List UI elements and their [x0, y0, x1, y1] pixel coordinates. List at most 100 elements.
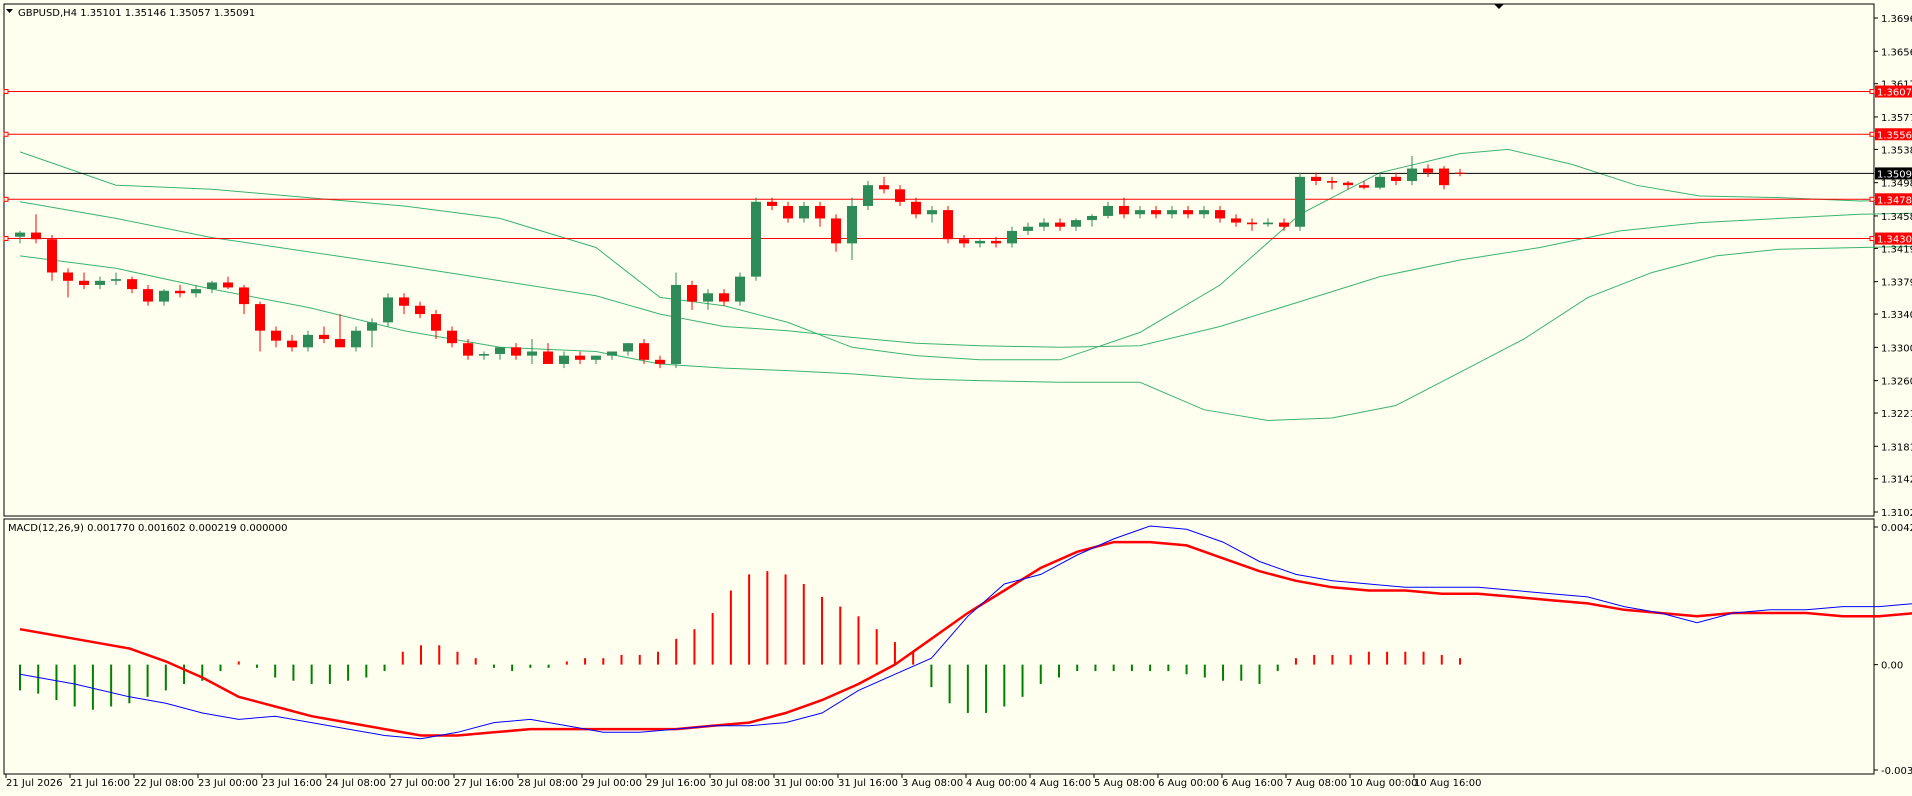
candle[interactable] [1327, 176, 1337, 190]
candle[interactable] [671, 272, 681, 369]
candle[interactable] [607, 351, 617, 360]
candle[interactable] [431, 309, 441, 340]
candle[interactable] [1439, 166, 1449, 190]
candle[interactable] [911, 197, 921, 219]
candle[interactable] [591, 355, 601, 364]
candle[interactable] [1071, 218, 1081, 231]
candle[interactable] [415, 301, 425, 319]
chart-shift-marker-icon[interactable] [1494, 4, 1504, 9]
candle[interactable] [1295, 172, 1305, 231]
candle[interactable] [1231, 214, 1241, 227]
candle[interactable] [223, 276, 233, 290]
level-anchor-marker[interactable] [1869, 236, 1875, 242]
candle[interactable] [799, 201, 809, 223]
candle[interactable] [1375, 172, 1385, 190]
candle[interactable] [991, 236, 1001, 248]
candle[interactable] [783, 201, 793, 223]
candle[interactable] [1103, 201, 1113, 219]
candle[interactable] [1359, 181, 1369, 190]
candle[interactable] [207, 280, 217, 294]
candle[interactable] [479, 351, 489, 360]
candle[interactable] [143, 284, 153, 306]
candle[interactable] [15, 230, 25, 244]
candle[interactable] [927, 205, 937, 223]
level-anchor-marker[interactable] [3, 131, 9, 137]
candle[interactable] [1311, 172, 1321, 186]
level-anchor-marker[interactable] [1869, 131, 1875, 137]
candle[interactable] [863, 181, 873, 211]
candle[interactable] [895, 185, 905, 206]
candle[interactable] [1119, 197, 1129, 219]
candle[interactable] [1343, 181, 1353, 190]
candle[interactable] [543, 343, 553, 364]
candle[interactable] [1055, 218, 1065, 231]
candle[interactable] [623, 343, 633, 356]
candle[interactable] [1199, 205, 1209, 219]
candle[interactable] [127, 276, 137, 294]
candle[interactable] [751, 197, 761, 281]
candle[interactable] [447, 326, 457, 348]
candle[interactable] [1407, 156, 1417, 186]
candle[interactable] [383, 293, 393, 327]
candle[interactable] [1007, 226, 1017, 248]
candle[interactable] [159, 289, 169, 306]
candle[interactable] [1423, 164, 1433, 177]
candle[interactable] [191, 284, 201, 298]
candle[interactable] [239, 284, 249, 315]
candle[interactable] [719, 289, 729, 306]
candle[interactable] [319, 326, 329, 344]
candle[interactable] [399, 293, 409, 315]
candle[interactable] [47, 235, 57, 281]
candle[interactable] [1263, 218, 1273, 227]
level-anchor-marker[interactable] [3, 196, 9, 202]
candle[interactable] [1455, 168, 1465, 177]
level-anchor-marker[interactable] [1869, 89, 1875, 95]
candle[interactable] [511, 343, 521, 360]
candle[interactable] [463, 339, 473, 360]
macd-pane[interactable] [3, 518, 1912, 775]
candle[interactable] [943, 205, 953, 244]
candle[interactable] [1167, 205, 1177, 219]
candle[interactable] [639, 339, 649, 364]
candle[interactable] [351, 326, 361, 352]
candle[interactable] [975, 239, 985, 248]
candle[interactable] [95, 276, 105, 290]
candle[interactable] [815, 201, 825, 227]
candle[interactable] [767, 197, 777, 211]
candle[interactable] [1279, 218, 1289, 231]
candle[interactable] [1151, 205, 1161, 219]
candle[interactable] [1215, 205, 1225, 223]
candle[interactable] [559, 351, 569, 369]
candle[interactable] [1183, 205, 1193, 219]
candle[interactable] [1023, 222, 1033, 236]
candle[interactable] [367, 318, 377, 348]
level-anchor-marker[interactable] [3, 236, 9, 242]
candle[interactable] [879, 176, 889, 194]
level-anchor-marker[interactable] [3, 89, 9, 95]
candle[interactable] [271, 326, 281, 348]
candle[interactable] [79, 272, 89, 290]
menu-triangle-icon[interactable] [6, 9, 13, 13]
candle[interactable] [63, 268, 73, 298]
candle[interactable] [1135, 205, 1145, 219]
candle[interactable] [959, 235, 969, 248]
candle[interactable] [303, 330, 313, 352]
candle[interactable] [847, 197, 857, 261]
candle[interactable] [703, 289, 713, 310]
candle[interactable] [1391, 172, 1401, 186]
candle[interactable] [111, 272, 121, 285]
level-anchor-marker[interactable] [1869, 196, 1875, 202]
candle[interactable] [1087, 214, 1097, 227]
candle[interactable] [527, 339, 537, 364]
candle[interactable] [735, 272, 745, 306]
candle[interactable] [655, 355, 665, 369]
candle[interactable] [1247, 218, 1257, 231]
candle[interactable] [287, 334, 297, 352]
candle[interactable] [255, 301, 265, 352]
candle[interactable] [495, 347, 505, 360]
candle[interactable] [335, 314, 345, 348]
candle[interactable] [1039, 218, 1049, 231]
candle[interactable] [31, 214, 41, 244]
candle[interactable] [687, 280, 697, 310]
